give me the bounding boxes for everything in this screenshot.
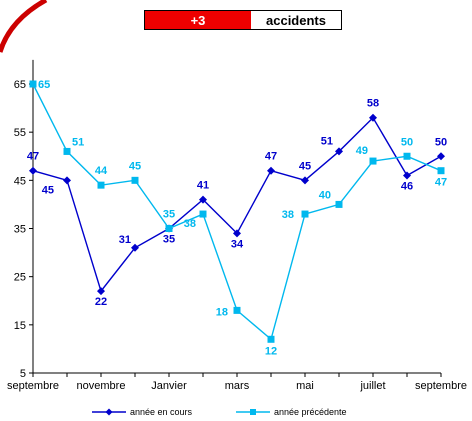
data-point bbox=[369, 113, 377, 122]
data-label: 49 bbox=[356, 145, 368, 157]
data-point bbox=[97, 181, 105, 189]
x-tick-label: Janvier bbox=[151, 380, 187, 392]
legend-swatch-marker bbox=[105, 408, 113, 416]
data-label: 47 bbox=[265, 151, 277, 163]
data-label: 47 bbox=[435, 177, 447, 189]
data-label: 45 bbox=[299, 160, 311, 172]
data-point bbox=[233, 229, 241, 238]
data-point bbox=[267, 335, 275, 343]
series-current-year: 47 45 22 31 35 41 34 47 45 51 58 46 50 bbox=[27, 98, 447, 308]
data-label: 18 bbox=[216, 306, 228, 318]
data-point bbox=[131, 243, 139, 252]
series-previous-year: 65 51 44 45 35 38 18 12 38 40 49 50 47 bbox=[29, 79, 447, 357]
y-tick-label: 65 bbox=[14, 79, 26, 91]
data-label: 45 bbox=[42, 184, 54, 196]
legend-item: année en cours bbox=[92, 407, 193, 417]
x-tick-label: septembre bbox=[415, 380, 467, 392]
data-label: 50 bbox=[435, 136, 447, 148]
data-point bbox=[301, 176, 309, 185]
y-tick-label: 55 bbox=[14, 127, 26, 139]
data-label: 46 bbox=[401, 181, 413, 193]
series-line bbox=[32, 116, 442, 293]
data-point bbox=[29, 80, 37, 88]
data-label: 35 bbox=[163, 209, 175, 221]
series-layer: 47 45 22 31 35 41 34 47 45 51 58 46 50 65 51 44 45 35 38 18… bbox=[27, 79, 447, 357]
data-point bbox=[437, 167, 445, 175]
accidents-label: accidents bbox=[266, 12, 326, 28]
data-label: 34 bbox=[231, 238, 244, 250]
y-tick-label: 35 bbox=[14, 224, 26, 236]
data-point bbox=[199, 195, 207, 204]
x-tick-label: septembre bbox=[7, 380, 59, 392]
data-point bbox=[233, 306, 241, 314]
data-point bbox=[63, 176, 71, 185]
data-point bbox=[267, 166, 275, 175]
x-tick-label: juillet bbox=[359, 380, 385, 392]
data-point bbox=[131, 176, 139, 184]
y-tick-label: 45 bbox=[14, 175, 26, 187]
accidents-badge: +3 accidents bbox=[144, 10, 342, 30]
data-label: 58 bbox=[367, 98, 379, 110]
data-label: 47 bbox=[27, 151, 39, 163]
data-label: 51 bbox=[321, 135, 333, 147]
legend-label: année en cours bbox=[130, 407, 193, 417]
data-label: 12 bbox=[265, 345, 277, 357]
legend: année en cours année précédente bbox=[92, 407, 347, 417]
data-label: 65 bbox=[38, 79, 50, 91]
data-label: 31 bbox=[119, 234, 131, 246]
data-label: 50 bbox=[401, 136, 413, 148]
y-tick-label: 25 bbox=[14, 272, 26, 284]
x-tick-label: mai bbox=[296, 380, 314, 392]
data-label: 45 bbox=[129, 160, 141, 172]
data-point bbox=[301, 210, 309, 218]
data-point bbox=[403, 152, 411, 160]
data-point bbox=[335, 200, 343, 208]
data-label: 35 bbox=[163, 234, 175, 246]
y-tick-label: 5 bbox=[20, 368, 26, 380]
legend-label: année précédente bbox=[274, 407, 347, 417]
data-point bbox=[97, 287, 105, 296]
legend-swatch-marker bbox=[250, 409, 256, 415]
data-label: 44 bbox=[95, 165, 108, 177]
data-point bbox=[29, 166, 37, 175]
data-label: 40 bbox=[319, 189, 331, 201]
x-tick-label: novembre bbox=[77, 380, 126, 392]
data-label: 38 bbox=[184, 218, 196, 230]
data-label: 41 bbox=[197, 180, 209, 192]
data-point bbox=[199, 210, 207, 218]
data-point bbox=[63, 147, 71, 155]
accidents-delta: +3 bbox=[145, 11, 251, 29]
x-tick-label: mars bbox=[225, 380, 250, 392]
data-point bbox=[165, 225, 173, 232]
data-point bbox=[369, 157, 377, 165]
data-label: 38 bbox=[282, 209, 294, 221]
data-point bbox=[437, 152, 445, 161]
data-point bbox=[335, 147, 343, 156]
legend-item: année précédente bbox=[236, 407, 347, 417]
data-label: 51 bbox=[72, 136, 84, 148]
data-point bbox=[403, 171, 411, 180]
y-tick-label: 15 bbox=[14, 320, 26, 332]
corner-decoration bbox=[0, 0, 48, 53]
data-label: 22 bbox=[95, 296, 107, 308]
